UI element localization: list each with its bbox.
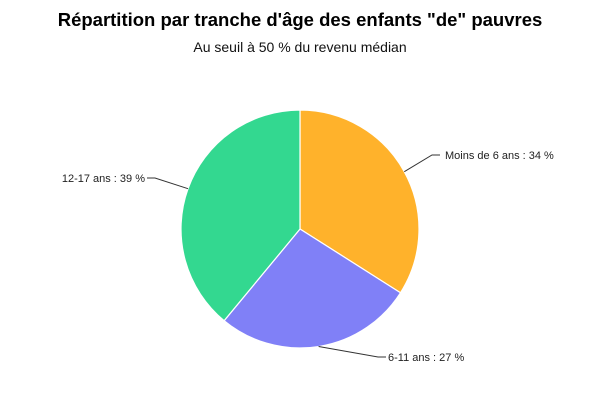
slice-label: 6-11 ans : 27 % bbox=[388, 352, 464, 364]
pie-slice-12-17-ans[interactable] bbox=[180, 109, 301, 322]
leader-line bbox=[404, 154, 440, 173]
slice-label: 12-17 ans : 39 % bbox=[62, 173, 145, 185]
pie-slice-6-11-ans[interactable] bbox=[223, 228, 402, 349]
chart-title: Répartition par tranche d'âge des enfant… bbox=[57, 9, 543, 30]
slice-label: Moins de 6 ans : 34 % bbox=[445, 150, 554, 162]
leader-line bbox=[318, 346, 386, 358]
pie-slice-moins-de-6-ans[interactable] bbox=[299, 109, 420, 294]
chart-subtitle: Au seuil à 50 % du revenu médian bbox=[193, 39, 407, 55]
leader-line bbox=[147, 177, 189, 190]
